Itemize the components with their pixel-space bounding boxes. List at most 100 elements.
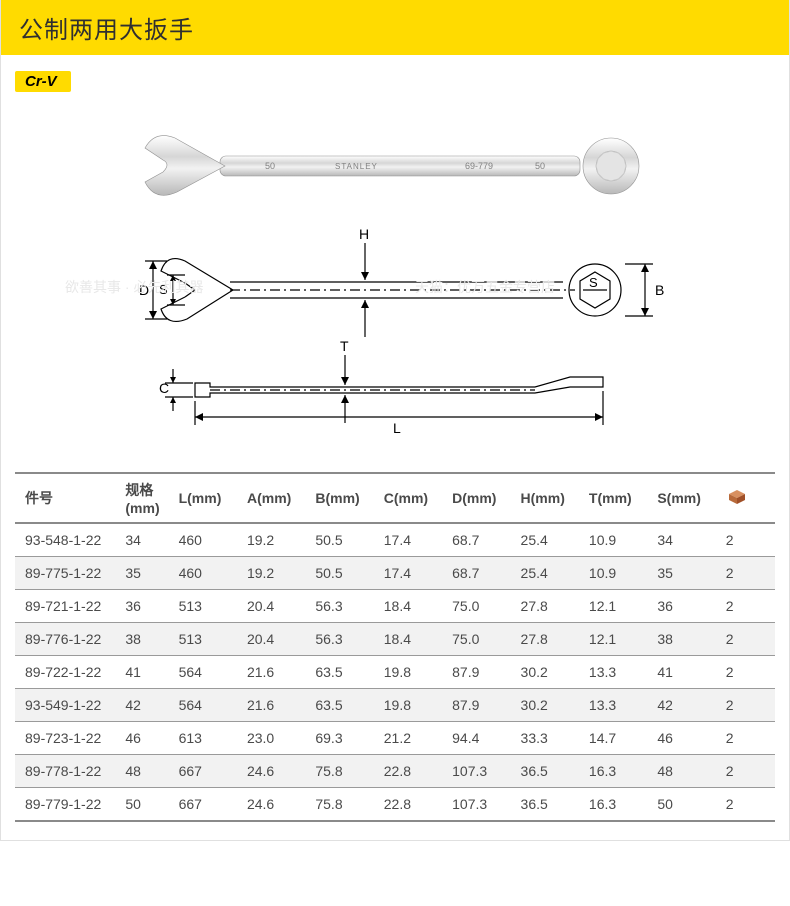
table-row: 93-549-1-224256421.663.519.887.930.213.3…: [15, 689, 775, 722]
table-cell: 17.4: [380, 557, 448, 590]
table-cell: 89-775-1-22: [15, 557, 121, 590]
table-row: 89-775-1-223546019.250.517.468.725.410.9…: [15, 557, 775, 590]
table-cell: 2: [722, 523, 775, 557]
table-cell: 19.8: [380, 656, 448, 689]
table-cell: 21.6: [243, 689, 311, 722]
col-S: S(mm): [653, 473, 721, 523]
marking-right: 50: [535, 161, 545, 171]
table-cell: 12.1: [585, 590, 653, 623]
table-cell: 460: [175, 523, 243, 557]
marking-left: 50: [265, 161, 275, 171]
table-cell: 2: [722, 656, 775, 689]
table-cell: 20.4: [243, 590, 311, 623]
table-cell: 16.3: [585, 755, 653, 788]
table-cell: 19.2: [243, 523, 311, 557]
material-badge: Cr-V: [15, 71, 71, 92]
table-cell: 89-779-1-22: [15, 788, 121, 822]
table-row: 89-722-1-224156421.663.519.887.930.213.3…: [15, 656, 775, 689]
table-cell: 50.5: [311, 523, 379, 557]
table-cell: 38: [121, 623, 174, 656]
table-cell: 69.3: [311, 722, 379, 755]
table-cell: 75.0: [448, 623, 516, 656]
table-cell: 36.5: [517, 755, 585, 788]
table-row: 89-723-1-224661323.069.321.294.433.314.7…: [15, 722, 775, 755]
table-cell: 13.3: [585, 656, 653, 689]
table-cell: 56.3: [311, 623, 379, 656]
table-cell: 2: [722, 755, 775, 788]
table-cell: 667: [175, 788, 243, 822]
svg-text:B: B: [655, 282, 664, 298]
table-cell: 75.0: [448, 590, 516, 623]
table-cell: 89-776-1-22: [15, 623, 121, 656]
page-container: 公制两用大扳手 Cr-V: [0, 0, 790, 841]
table-cell: 33.3: [517, 722, 585, 755]
table-cell: 460: [175, 557, 243, 590]
table-cell: 50.5: [311, 557, 379, 590]
svg-text:H: H: [359, 226, 369, 242]
table-cell: 46: [653, 722, 721, 755]
table-cell: 24.6: [243, 755, 311, 788]
table-cell: 23.0: [243, 722, 311, 755]
table-cell: 89-722-1-22: [15, 656, 121, 689]
table-cell: 25.4: [517, 523, 585, 557]
table-cell: 36.5: [517, 788, 585, 822]
table-cell: 25.4: [517, 557, 585, 590]
table-row: 89-778-1-224866724.675.822.8107.336.516.…: [15, 755, 775, 788]
page-title-bar: 公制两用大扳手: [1, 0, 789, 55]
table-cell: 2: [722, 788, 775, 822]
table-cell: 107.3: [448, 755, 516, 788]
table-cell: 68.7: [448, 557, 516, 590]
table-cell: 10.9: [585, 557, 653, 590]
watermark-right: 天猫：优万五金专营店: [415, 277, 555, 297]
dimension-diagram: 欲善其事 · 必先利其器 天猫：优万五金专营店: [15, 225, 775, 450]
table-cell: 42: [121, 689, 174, 722]
col-L: L(mm): [175, 473, 243, 523]
table-cell: 21.2: [380, 722, 448, 755]
content-area: Cr-V: [1, 55, 789, 840]
table-cell: 56.3: [311, 590, 379, 623]
table-cell: 34: [121, 523, 174, 557]
marking-partno: 69-779: [465, 161, 493, 171]
table-row: 89-779-1-225066724.675.822.8107.336.516.…: [15, 788, 775, 822]
table-cell: 75.8: [311, 755, 379, 788]
table-cell: 41: [653, 656, 721, 689]
table-cell: 87.9: [448, 656, 516, 689]
table-cell: 38: [653, 623, 721, 656]
table-cell: 613: [175, 722, 243, 755]
table-cell: 34: [653, 523, 721, 557]
table-cell: 93-548-1-22: [15, 523, 121, 557]
table-cell: 93-549-1-22: [15, 689, 121, 722]
table-cell: 27.8: [517, 590, 585, 623]
table-cell: 513: [175, 623, 243, 656]
table-cell: 17.4: [380, 523, 448, 557]
table-cell: 89-723-1-22: [15, 722, 121, 755]
table-cell: 10.9: [585, 523, 653, 557]
table-cell: 12.1: [585, 623, 653, 656]
col-B: B(mm): [311, 473, 379, 523]
col-pkg: [722, 473, 775, 523]
svg-text:L: L: [393, 420, 401, 436]
table-cell: 89-778-1-22: [15, 755, 121, 788]
table-cell: 30.2: [517, 656, 585, 689]
table-cell: 14.7: [585, 722, 653, 755]
table-cell: 2: [722, 557, 775, 590]
table-cell: 2: [722, 623, 775, 656]
product-photo: 50 STANLEY 69-779 50: [15, 120, 775, 215]
table-cell: 50: [653, 788, 721, 822]
table-cell: 63.5: [311, 689, 379, 722]
table-cell: 48: [121, 755, 174, 788]
table-cell: 87.9: [448, 689, 516, 722]
table-cell: 63.5: [311, 656, 379, 689]
table-cell: 13.3: [585, 689, 653, 722]
table-cell: 22.8: [380, 755, 448, 788]
table-cell: 19.8: [380, 689, 448, 722]
table-cell: 35: [653, 557, 721, 590]
table-cell: 75.8: [311, 788, 379, 822]
table-cell: 41: [121, 656, 174, 689]
table-cell: 22.8: [380, 788, 448, 822]
table-cell: 564: [175, 689, 243, 722]
table-cell: 564: [175, 656, 243, 689]
table-cell: 46: [121, 722, 174, 755]
table-cell: 27.8: [517, 623, 585, 656]
wrench-photo-svg: 50 STANLEY 69-779 50: [135, 120, 655, 210]
